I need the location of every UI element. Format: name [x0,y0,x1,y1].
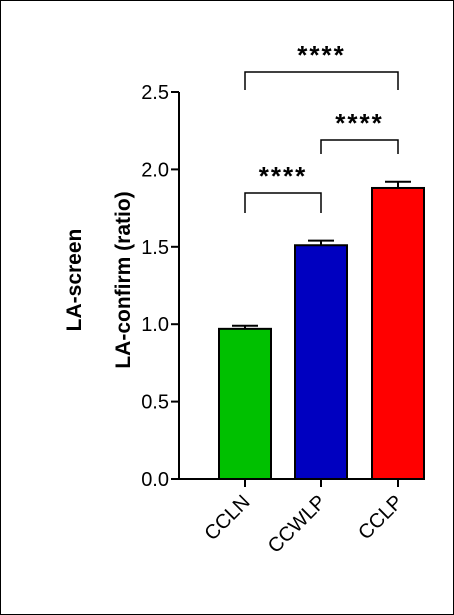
x-tick-label: CCLP [354,491,407,544]
y-axis-title-line-2: LA-confirm (ratio) [112,191,135,368]
x-tick-label: CCLN [200,491,254,545]
significance-label: **** [335,108,383,138]
y-tick-label: 0.5 [141,392,169,414]
bar-ccln [218,327,272,480]
significance-bracket [244,192,322,213]
y-tick-label: 2.5 [141,82,169,104]
significance-bracket [320,139,399,154]
bar-cclp [371,186,425,480]
y-tick-label: 0.0 [141,469,169,491]
significance-label: **** [297,40,345,70]
axes: 0.0 0.5 1.0 1.5 2.0 2.5 [141,82,425,491]
x-tick-label: CCWLP [264,491,331,558]
bar-ccwlp [294,244,348,480]
y-tick-label: 1.0 [141,314,169,336]
y-axis-title: LA-screen LA-confirm (ratio) [63,191,135,368]
bars: CCLN CCWLP CCLP [200,180,425,558]
y-tick-label: 1.5 [141,237,169,259]
significance-brackets: **** **** **** [244,40,399,213]
significance-bracket [244,71,399,90]
y-axis-title-line-1: LA-screen [63,229,86,332]
y-tick-label: 2.0 [141,159,169,181]
significance-label: **** [259,161,307,191]
